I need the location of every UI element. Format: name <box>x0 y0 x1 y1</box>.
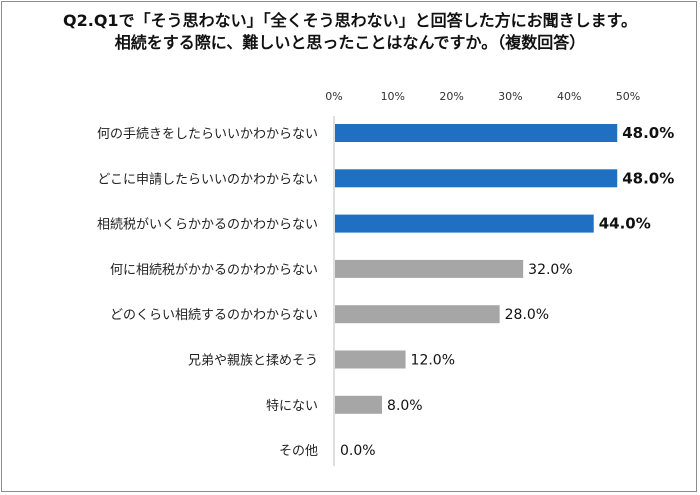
data-label: 48.0% <box>622 124 674 142</box>
x-tick-label: 20% <box>439 90 463 103</box>
chart-title-line1: Q2.Q1で「そう思わない」「全くそう思わない」と回答した方にお聞きします。 <box>63 11 637 30</box>
bar <box>335 259 524 278</box>
chart-title-line2: 相続をする際に、難しいと思ったことはなんですか。（複数回答） <box>114 33 586 52</box>
data-label: 48.0% <box>622 169 674 187</box>
category-label: 兄弟や親族と揉めそう <box>188 353 318 369</box>
data-label: 28.0% <box>505 307 549 323</box>
category-label: 何に相続税がかかるのかわからない <box>110 262 318 278</box>
bar <box>335 124 618 142</box>
bar <box>335 214 594 233</box>
x-tick-label: 50% <box>616 90 640 103</box>
category-label: 特にない <box>266 399 318 414</box>
category-label: 相続税がいくらかかるのかわからない <box>97 218 318 233</box>
x-tick-label: 0% <box>325 90 342 103</box>
category-label: 何の手続きをしたらいいかわからない <box>97 126 318 142</box>
data-label: 44.0% <box>599 215 651 233</box>
bar <box>335 169 618 188</box>
bar <box>335 350 406 369</box>
chart-title: Q2.Q1で「そう思わない」「全くそう思わない」と回答した方にお聞きします。 相… <box>0 10 700 54</box>
category-label: どのくらい相続するのかわからない <box>110 308 318 323</box>
bar <box>335 305 500 324</box>
category-label: どこに申請したらいいのかわからない <box>97 172 318 187</box>
data-label: 32.0% <box>528 262 572 278</box>
data-label: 12.0% <box>411 353 455 369</box>
x-tick-label: 10% <box>381 90 405 103</box>
bar <box>335 395 383 414</box>
x-tick-label: 40% <box>557 90 581 103</box>
x-tick-label: 30% <box>498 90 522 103</box>
data-label: 0.0% <box>340 443 376 459</box>
category-label: その他 <box>279 444 318 459</box>
data-label: 8.0% <box>387 398 423 414</box>
